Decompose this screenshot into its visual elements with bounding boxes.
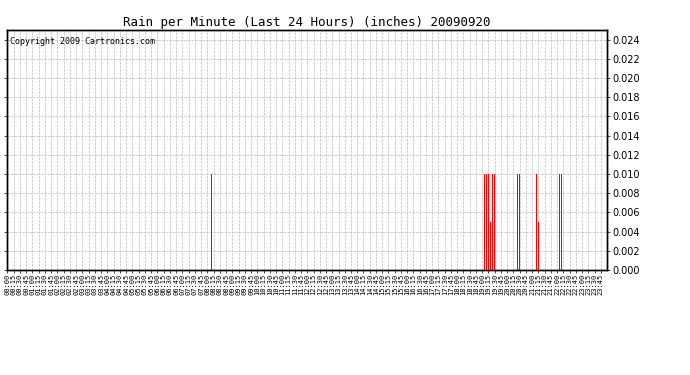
Title: Rain per Minute (Last 24 Hours) (inches) 20090920: Rain per Minute (Last 24 Hours) (inches)… <box>124 16 491 29</box>
Text: Copyright 2009 Cartronics.com: Copyright 2009 Cartronics.com <box>10 37 155 46</box>
